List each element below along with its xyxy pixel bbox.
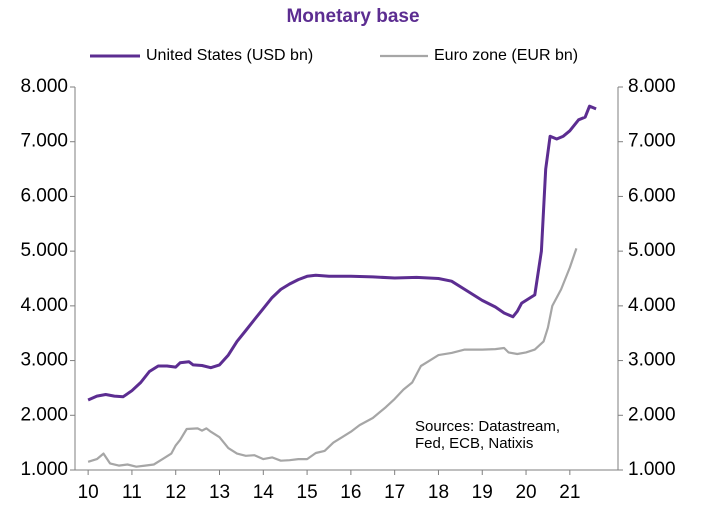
x-tick-label: 16 [340, 482, 361, 503]
series-line [87, 248, 578, 468]
y-tick-label: 6.000 [20, 185, 68, 206]
y2-tick-label: 7.000 [628, 131, 676, 152]
annotation: Sources: Datastream, [415, 418, 560, 435]
y-tick-label: 3.000 [20, 350, 68, 371]
x-tick-label: 11 [122, 482, 142, 503]
chart-title: Monetary base [286, 6, 419, 27]
x-tick-label: 18 [428, 482, 449, 503]
x-tick-label: 12 [165, 482, 186, 503]
annotation: Fed, ECB, Natixis [415, 435, 533, 452]
x-tick-label: 21 [559, 482, 580, 503]
y2-tick-label: 5.000 [628, 240, 676, 261]
y2-tick-label: 8.000 [628, 76, 676, 97]
x-tick-label: 15 [297, 482, 318, 503]
x-tick-label: 19 [472, 482, 493, 503]
legend-label: Euro zone (EUR bn) [434, 47, 578, 64]
y-tick-label: 1.000 [20, 459, 68, 480]
x-tick-label: 13 [209, 482, 230, 503]
y2-tick-label: 6.000 [628, 185, 676, 206]
y2-tick-label: 2.000 [628, 404, 676, 425]
series-line [87, 104, 597, 402]
x-tick-label: 10 [78, 482, 99, 503]
y2-tick-label: 4.000 [628, 295, 676, 316]
y2-tick-label: 3.000 [628, 350, 676, 371]
y2-tick-label: 1.000 [628, 459, 676, 480]
y-tick-label: 2.000 [20, 404, 68, 425]
y-tick-label: 4.000 [20, 295, 68, 316]
y-tick-label: 5.000 [20, 240, 68, 261]
y-tick-label: 8.000 [20, 76, 68, 97]
x-tick-label: 20 [515, 482, 536, 503]
y-tick-label: 7.000 [20, 131, 68, 152]
x-tick-label: 17 [384, 482, 405, 503]
x-tick-label: 14 [253, 482, 275, 503]
legend-label: United States (USD bn) [146, 47, 313, 64]
